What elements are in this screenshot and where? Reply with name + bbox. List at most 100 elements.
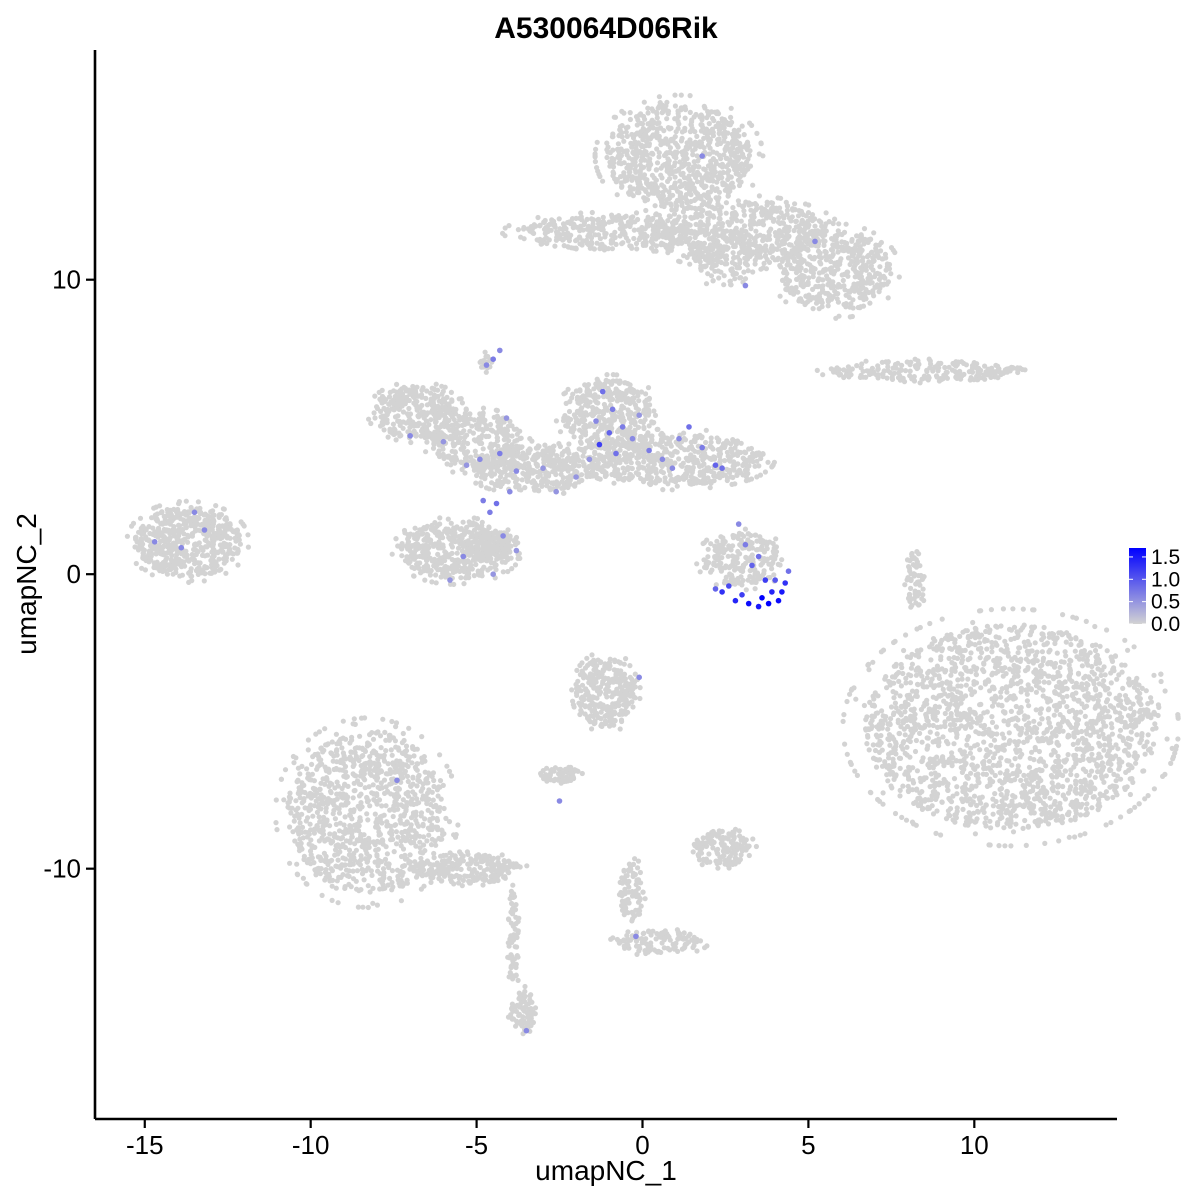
cell-point: [589, 209, 595, 216]
cell-point: [419, 569, 425, 575]
cell-point: [819, 300, 825, 306]
cell-point: [627, 116, 634, 123]
cell-point: [581, 424, 587, 430]
cell-point: [414, 530, 420, 537]
cell-point: [837, 258, 843, 264]
cell-point: [395, 413, 401, 419]
cell-point: [968, 375, 974, 381]
cell-point: [715, 201, 721, 208]
cell-point: [843, 221, 849, 227]
cell-point: [784, 207, 791, 213]
cell-point: [664, 197, 670, 203]
cell-point: [610, 417, 617, 423]
cell-point: [567, 399, 573, 405]
cell-point: [644, 397, 650, 403]
cell-point: [466, 519, 472, 525]
cell-point: [786, 242, 793, 248]
cell-point: [1002, 369, 1009, 375]
cell-point: [414, 398, 420, 405]
cell-point: [812, 254, 818, 261]
cell-point: [566, 441, 572, 447]
cell-point: [596, 221, 602, 227]
cell-point: [645, 412, 652, 418]
cell-point: [408, 439, 414, 446]
cell-point: [505, 479, 511, 485]
cell-point: [509, 452, 515, 459]
cell-point: [433, 405, 439, 411]
cell-point: [871, 293, 877, 299]
cell-point: [706, 121, 712, 127]
cell-point: [394, 381, 400, 387]
cell-point: [736, 265, 743, 271]
cell-point: [863, 374, 869, 380]
cell-point: [677, 259, 683, 265]
cell-point: [599, 468, 605, 474]
cell-point: [592, 451, 598, 457]
cell-point: [621, 172, 627, 178]
cell-point: [414, 545, 420, 551]
cell-point: [580, 418, 586, 425]
cell-point: [705, 221, 711, 227]
cell-point: [721, 244, 727, 250]
cell-point: [433, 580, 439, 586]
cell-point: [712, 169, 718, 175]
cell-point: [870, 370, 876, 376]
cell-point: [435, 551, 441, 558]
cell-point: [844, 372, 851, 378]
cell-point: [882, 275, 888, 281]
cell-point: [770, 204, 776, 210]
cell-point: [849, 313, 856, 320]
cell-point: [389, 551, 395, 557]
cell-point: [639, 143, 645, 150]
cell-point: [756, 463, 762, 469]
cell-point: [666, 439, 672, 445]
cell-point: [732, 243, 738, 249]
cell-point: [781, 215, 787, 221]
cell-point: [650, 125, 656, 131]
cell-point: [823, 221, 829, 227]
cell-point: [372, 393, 378, 399]
cell-point: [615, 467, 621, 473]
cell-point: [995, 375, 1001, 381]
cell-point: [506, 223, 512, 229]
cell-point: [552, 469, 558, 475]
cell-point: [406, 413, 412, 419]
cell-point: [781, 247, 788, 253]
cell-point: [587, 388, 593, 395]
cell-point: [672, 180, 678, 186]
cell-point: [565, 230, 571, 236]
cell-point: [701, 472, 707, 478]
cell-point: [803, 234, 810, 240]
cell-point: [744, 141, 750, 147]
cell-point: [628, 475, 634, 481]
cell-point: [753, 228, 759, 234]
cell-point: [731, 127, 737, 133]
cell-point: [741, 449, 748, 455]
cell-point: [726, 457, 732, 463]
cell-point: [645, 385, 652, 391]
cell-point: [688, 198, 694, 205]
cell-point: [514, 431, 520, 437]
cell-point: [616, 409, 622, 415]
cell-point: [677, 198, 684, 204]
cell-point: [783, 199, 789, 205]
cell-point: [864, 254, 871, 260]
cell-point: [858, 232, 864, 238]
cell-point: [547, 449, 553, 455]
cell-point: [399, 543, 405, 549]
cell-point: [864, 368, 870, 374]
cell-point: [734, 472, 740, 478]
cell-point: [613, 241, 619, 247]
cell-point: [612, 229, 618, 235]
cell-point: [684, 146, 691, 152]
cell-point: [736, 182, 743, 189]
cell-point: [683, 161, 689, 167]
cell-point: [641, 134, 647, 140]
cell-point: [577, 397, 583, 404]
cell-point: [788, 265, 794, 271]
cell-point: [578, 210, 584, 216]
cell-point: [473, 438, 479, 444]
cell-point: [656, 150, 662, 156]
cell-point: [499, 559, 505, 565]
cell-point: [811, 233, 817, 239]
